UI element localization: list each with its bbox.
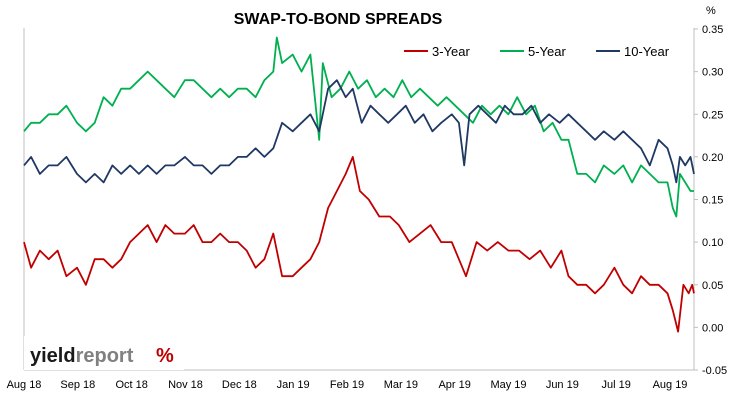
y-tick-label: 0.00 bbox=[702, 322, 723, 334]
logo-percent-mark: % bbox=[156, 345, 174, 367]
x-tick-label: Jan 19 bbox=[277, 379, 310, 391]
x-tick-labels: Aug 18 Sep 18 Oct 18 Nov 18 Dec 18 Jan 19 Feb … bbox=[7, 379, 688, 391]
x-tick-label: Jun 19 bbox=[546, 379, 579, 391]
x-tick-label: Dec 18 bbox=[222, 379, 257, 391]
x-tick-label: Nov 18 bbox=[168, 379, 203, 391]
y-tick-label: 0.15 bbox=[702, 195, 723, 207]
x-tick-label: Oct 18 bbox=[115, 379, 147, 391]
y-tick-label: 0.10 bbox=[702, 237, 723, 249]
y-tick-labels: -0.05 0.00 0.05 0.10 0.15 0.20 0.25 0.30 0.35 bbox=[694, 24, 727, 377]
x-tick-label: Sep 18 bbox=[60, 379, 95, 391]
x-tick-label: Jul 19 bbox=[601, 379, 630, 391]
y-axis-unit: % bbox=[706, 5, 716, 17]
logo-backdrop bbox=[24, 336, 184, 370]
logo-text: yieldreport bbox=[30, 345, 134, 367]
x-tick-label: May 19 bbox=[490, 379, 526, 391]
chart-title: SWAP-TO-BOND SPREADS bbox=[234, 11, 443, 28]
series-line-3-year bbox=[23, 155, 695, 333]
series-lines bbox=[23, 36, 695, 333]
legend-label-10-year: 10-Year bbox=[624, 44, 670, 59]
legend: 3-Year 5-Year 10-Year bbox=[404, 44, 670, 59]
x-tick-label: Apr 19 bbox=[438, 379, 470, 391]
yieldreport-logo: yieldreport % bbox=[24, 336, 184, 370]
y-tick-label: 0.25 bbox=[702, 109, 723, 121]
series-line-5-year bbox=[23, 36, 694, 218]
legend-label-5-year: 5-Year bbox=[528, 44, 566, 59]
y-tick-label: -0.05 bbox=[702, 365, 727, 377]
x-tick-label: Feb 19 bbox=[330, 379, 364, 391]
y-tick-label: 0.20 bbox=[702, 152, 723, 164]
x-tick-label: Aug 18 bbox=[7, 379, 42, 391]
x-tick-label: Aug 19 bbox=[653, 379, 688, 391]
y-tick-label: 0.05 bbox=[702, 280, 723, 292]
y-tick-label: 0.35 bbox=[702, 24, 723, 36]
legend-label-3-year: 3-Year bbox=[432, 44, 470, 59]
x-tick-label: Mar 19 bbox=[384, 379, 418, 391]
axes bbox=[23, 28, 695, 371]
y-tick-label: 0.30 bbox=[702, 67, 723, 79]
series-line-10-year bbox=[23, 79, 695, 184]
